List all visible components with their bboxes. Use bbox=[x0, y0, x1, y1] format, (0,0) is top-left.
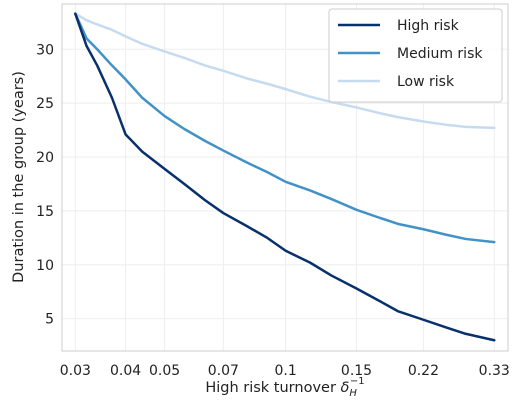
x-tick-label: 0.22 bbox=[408, 363, 439, 379]
x-tick-label: 0.33 bbox=[479, 363, 510, 379]
y-tick-label: 25 bbox=[36, 96, 54, 112]
x-tick-label: 0.1 bbox=[275, 363, 297, 379]
y-tick-label: 10 bbox=[36, 258, 54, 274]
series-lines bbox=[74, 12, 496, 342]
y-axis-label: Duration in the group (years) bbox=[11, 71, 27, 283]
series-line-medium-risk bbox=[74, 12, 496, 244]
legend-label: Low risk bbox=[397, 74, 455, 90]
x-tick-label: 0.04 bbox=[110, 363, 141, 379]
series-line-low-risk bbox=[74, 12, 496, 130]
x-axis-ticks: 0.03 0.04 0.05 0.07 0.1 0.15 0.22 0.33 bbox=[60, 363, 510, 379]
y-tick-label: 15 bbox=[36, 204, 54, 220]
legend-label: Medium risk bbox=[397, 46, 483, 62]
y-tick-label: 5 bbox=[45, 312, 54, 328]
series-line-high-risk bbox=[74, 12, 496, 342]
y-tick-label: 30 bbox=[36, 42, 54, 58]
y-axis-ticks: 5 10 15 20 25 30 bbox=[36, 42, 54, 327]
legend: High risk Medium risk Low risk bbox=[328, 8, 503, 103]
legend-label: High risk bbox=[397, 18, 460, 34]
x-tick-label: 0.03 bbox=[60, 363, 91, 379]
legend-box bbox=[328, 8, 503, 103]
x-tick-label: 0.15 bbox=[341, 363, 372, 379]
plot-area-frame bbox=[61, 3, 509, 352]
x-tick-label: 0.05 bbox=[149, 363, 180, 379]
y-tick-label: 20 bbox=[36, 150, 54, 166]
x-axis-label: High risk turnover δH−1 bbox=[205, 376, 364, 399]
x-tick-label: 0.07 bbox=[208, 363, 239, 379]
